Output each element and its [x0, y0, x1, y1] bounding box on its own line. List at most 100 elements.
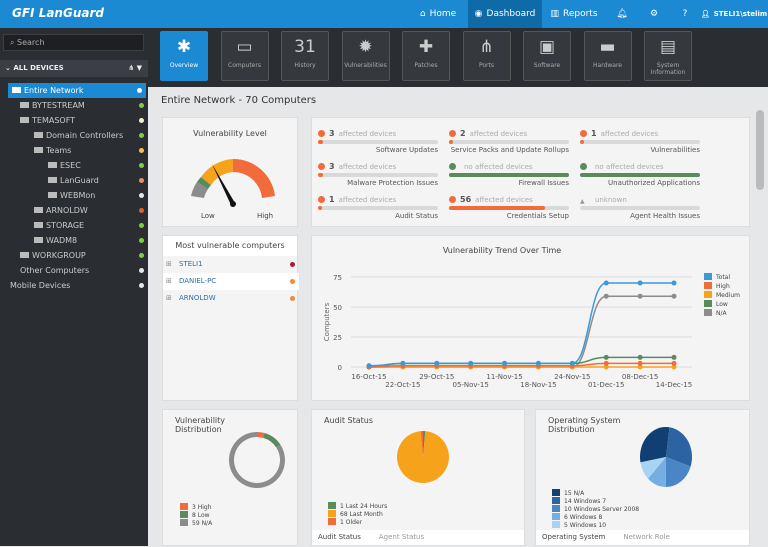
data-point[interactable]: [637, 293, 643, 299]
status-item[interactable]: 3 affected devices Software Updates: [318, 129, 438, 159]
x-tick-label: 24-Nov-15: [554, 373, 590, 381]
tree-item[interactable]: WEBMon: [0, 188, 148, 203]
tool-system-information[interactable]: ▤ System Information: [644, 31, 692, 81]
nav-dashboard-label: Dashboard: [486, 9, 536, 19]
tool-software[interactable]: ▣ Software: [523, 31, 571, 81]
network-filter-icons[interactable]: ⋔ ▼: [128, 64, 142, 72]
status-item[interactable]: 3 affected devices Malware Protection Issu…: [318, 162, 438, 192]
data-point[interactable]: [535, 360, 541, 366]
pie-slice-os[interactable]: [648, 457, 666, 487]
tool-vulnerabilities[interactable]: ✹ Vulnerabilities: [341, 31, 390, 81]
data-point[interactable]: [569, 360, 575, 366]
data-point[interactable]: [637, 364, 643, 370]
data-point[interactable]: [637, 280, 643, 286]
data-point[interactable]: [671, 364, 677, 370]
bell-icon[interactable]: 🔔︎: [616, 9, 628, 19]
tool-label: Overview: [169, 62, 199, 69]
gear-icon[interactable]: ⚙: [649, 9, 659, 19]
status-bar: [318, 206, 438, 210]
status-item[interactable]: no affected devices Unauthorized Applicat…: [580, 162, 700, 192]
tree-item[interactable]: STORAGE: [0, 218, 148, 233]
data-point[interactable]: [637, 354, 643, 360]
tree-item-label: Domain Controllers: [46, 131, 124, 140]
legend-label[interactable]: N/A: [716, 310, 728, 317]
tree-item[interactable]: Entire Network: [8, 83, 146, 98]
vulnerable-computer-item[interactable]: ⊞ DANIEL-PC: [163, 273, 299, 290]
vulnerable-computer-item[interactable]: ⊞ STELI1: [163, 256, 299, 273]
error-icon: [318, 130, 325, 137]
user-menu[interactable]: 👤︎ STELI1\stelim: [700, 0, 768, 28]
tool-ports[interactable]: ⋔ Ports: [462, 31, 511, 81]
tree-item[interactable]: ESEC: [0, 158, 148, 173]
data-point[interactable]: [603, 293, 609, 299]
data-point[interactable]: [671, 354, 677, 360]
pie-slice-older[interactable]: [420, 431, 423, 457]
status-item[interactable]: 1 affected devices Audit Status: [318, 195, 438, 225]
data-point[interactable]: [637, 360, 643, 366]
legend-label[interactable]: Total: [715, 274, 730, 281]
tree-item[interactable]: LanGuard: [0, 173, 148, 188]
tree-item[interactable]: Teams: [0, 143, 148, 158]
search-input[interactable]: ⌕ Search: [3, 34, 144, 51]
pie-slice-os[interactable]: [665, 457, 691, 487]
legend-value: 1: [340, 519, 344, 526]
data-point[interactable]: [434, 360, 440, 366]
tree-item[interactable]: BYTESTREAM: [0, 98, 148, 113]
audit-tabs: Audit Status Agent Status: [312, 530, 524, 545]
data-point[interactable]: [502, 360, 508, 366]
status-item[interactable]: no affected devices Firewall Issues: [449, 162, 569, 192]
nav-home[interactable]: ⌂ Home: [408, 0, 468, 28]
data-point[interactable]: [603, 360, 609, 366]
tool-hardware[interactable]: ▬ Hardware: [583, 31, 632, 81]
pie-slice-high[interactable]: [257, 432, 265, 438]
legend-label[interactable]: Medium: [716, 292, 740, 299]
status-item[interactable]: 56 affected devices Credentials Setup: [449, 195, 569, 225]
legend-label[interactable]: High: [716, 283, 730, 290]
data-point[interactable]: [366, 363, 372, 369]
data-point[interactable]: [671, 280, 677, 286]
tab-network-role[interactable]: Network Role: [623, 533, 670, 541]
status-item[interactable]: 2 affected devices Service Packs and Updat…: [449, 129, 569, 159]
pie-slice-os[interactable]: [640, 427, 670, 463]
tree-item[interactable]: TEMASOFT: [0, 113, 148, 128]
status-item[interactable]: 1 affected devices Vulnerabilities: [580, 129, 700, 159]
tree-item[interactable]: Mobile Devices: [0, 278, 148, 293]
pie-slice-os[interactable]: [666, 427, 692, 467]
y-tick-label: 75: [333, 274, 342, 282]
data-point[interactable]: [671, 360, 677, 366]
pie-slice-os[interactable]: [640, 457, 666, 479]
legend-label: N/A: [573, 490, 585, 497]
pie-slice-low[interactable]: [263, 433, 281, 448]
tree-item[interactable]: Other Computers: [0, 263, 148, 278]
scrollbar[interactable]: [756, 110, 764, 190]
data-point[interactable]: [603, 354, 609, 360]
tab-operating-system[interactable]: Operating System: [542, 533, 606, 541]
tool-patches[interactable]: ✚ Patches: [402, 31, 450, 81]
data-point[interactable]: [603, 280, 609, 286]
tool-computers[interactable]: ▭ Computers: [220, 31, 269, 81]
tree-item[interactable]: WORKGROUP: [0, 248, 148, 263]
tool-overview[interactable]: ✱ Overview: [160, 31, 208, 81]
all-devices-header[interactable]: ⌄ ALL DEVICES ⋔ ▼: [0, 60, 148, 77]
status-text: affected devices: [338, 196, 397, 204]
tab-agent-status[interactable]: Agent Status: [378, 533, 425, 541]
tree-item[interactable]: ARNOLDW: [0, 203, 148, 218]
status-item[interactable]: ▲ unknown Agent Health Issues: [580, 195, 700, 225]
nav-reports[interactable]: ▥ Reports: [542, 0, 606, 28]
audit-title: Audit Status: [324, 416, 374, 425]
help-icon[interactable]: ?: [682, 9, 688, 19]
tool-history[interactable]: 31 History: [281, 31, 329, 81]
pie-slice-last-month[interactable]: [397, 431, 449, 483]
tree-item[interactable]: WADM8: [0, 233, 148, 248]
monitor-icon: ▭: [236, 37, 253, 57]
data-point[interactable]: [400, 360, 406, 366]
data-point[interactable]: [671, 293, 677, 299]
pie-slice-last-24-hours[interactable]: [423, 431, 426, 457]
legend-label[interactable]: Low: [716, 301, 728, 308]
nav-dashboard[interactable]: ◉ Dashboard: [468, 0, 542, 28]
data-point[interactable]: [468, 360, 474, 366]
tree-item[interactable]: Domain Controllers: [0, 128, 148, 143]
data-point[interactable]: [603, 364, 609, 370]
tab-audit-status[interactable]: Audit Status: [318, 533, 361, 541]
vulnerable-computer-item[interactable]: ⊞ ARNOLDW: [163, 290, 299, 307]
